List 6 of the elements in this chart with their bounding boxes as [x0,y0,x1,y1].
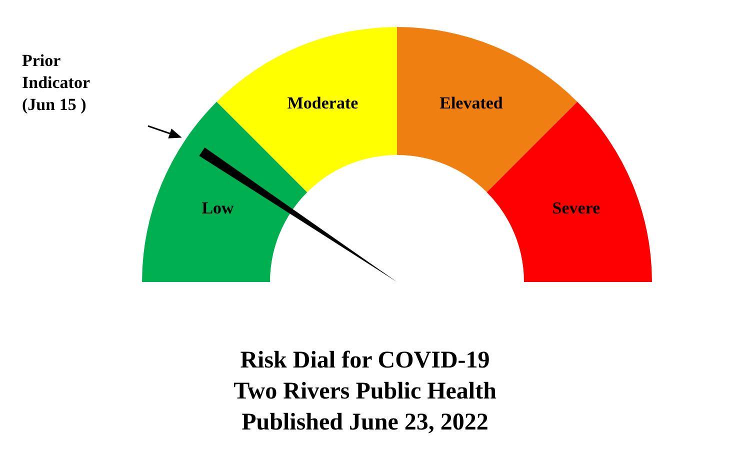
text: Risk Dial for COVID-19 Two Rivers Public Health Published June 23, 2022 [234,348,496,436]
slice-label: Elevated [440,93,504,112]
slice-label: Low [202,198,235,218]
slice-label: Severe [552,198,601,218]
slice-label: Moderate [287,93,359,112]
text: Prior Indicator (Jun 15 ) [22,50,90,116]
